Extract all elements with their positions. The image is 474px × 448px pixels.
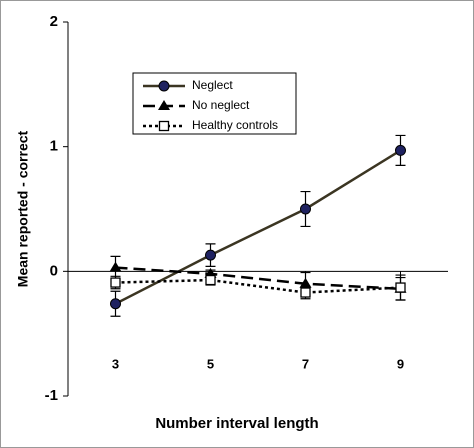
marker [158,100,170,110]
marker [205,274,216,286]
legend-label: Neglect [192,78,233,92]
series-line [114,149,402,305]
marker [395,282,406,293]
x-tick-label: 3 [112,356,119,371]
x-tick-label: 7 [302,356,309,371]
legend-label: Healthy controls [192,118,278,132]
marker [109,261,122,272]
series-line [115,266,401,291]
y-tick-label: 2 [50,13,58,30]
marker [205,249,216,261]
y-tick-label: -1 [45,387,58,404]
marker [299,277,312,288]
marker [300,287,311,298]
marker [158,120,170,132]
x-tick-label: 9 [397,356,404,371]
marker [158,80,170,92]
legend-label: No neglect [192,98,250,112]
marker [300,203,311,215]
y-tick-label: 0 [50,262,58,279]
y-axis-label: Mean reported - correct [15,130,31,287]
marker [395,144,406,156]
marker [110,277,121,288]
x-axis-label: Number interval length [155,415,318,432]
marker [110,298,121,310]
x-tick-label: 5 [207,356,214,371]
y-tick-label: 1 [50,138,58,155]
